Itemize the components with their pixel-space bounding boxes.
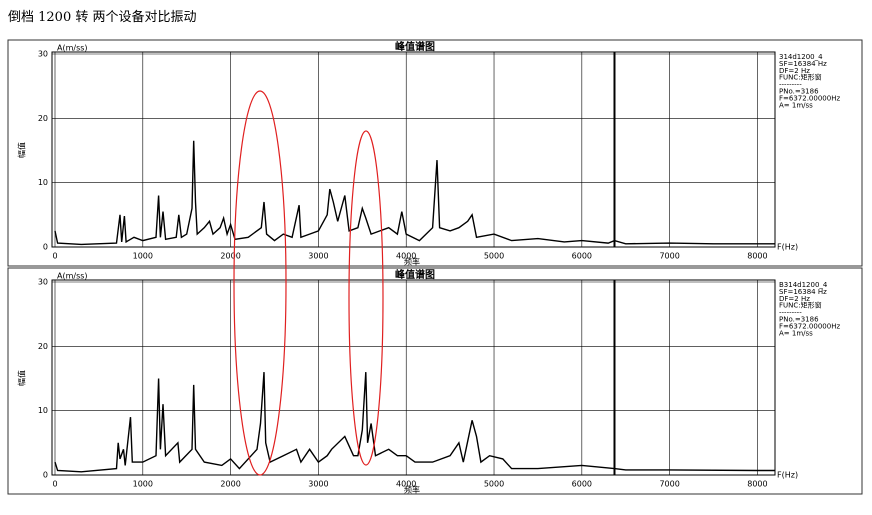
info-text: --------- bbox=[779, 81, 802, 89]
info-text: 314d1200_4 bbox=[779, 53, 823, 61]
x-unit: F(Hz) bbox=[777, 243, 798, 252]
y-tick-label: 0 bbox=[43, 471, 48, 480]
panel-frame bbox=[7, 267, 863, 495]
x-tick-label: 3000 bbox=[308, 480, 328, 489]
y-axis-label: 幅值 bbox=[17, 370, 27, 386]
x-axis-label: 频率 bbox=[404, 485, 420, 495]
y-unit: A(m/ss) bbox=[57, 272, 88, 281]
info-text: F=6372.00000Hz bbox=[779, 322, 840, 330]
x-tick-label: 2000 bbox=[220, 252, 240, 261]
panel-frame bbox=[7, 39, 863, 267]
x-tick-label: 2000 bbox=[220, 480, 240, 489]
info-text: DF=2 Hz bbox=[779, 67, 810, 75]
x-tick-label: 7000 bbox=[659, 480, 679, 489]
plot-area bbox=[51, 51, 776, 248]
y-unit: A(m/ss) bbox=[57, 44, 88, 53]
x-tick-label: 4000 bbox=[396, 252, 416, 261]
info-text: FUNC:矩形窗 bbox=[779, 73, 822, 82]
info-text: A= 1m/ss bbox=[779, 329, 813, 337]
x-tick-label: 5000 bbox=[484, 252, 504, 261]
y-axis-label: 幅值 bbox=[17, 142, 27, 158]
y-tick-label: 30 bbox=[38, 278, 48, 287]
y-tick-label: 20 bbox=[38, 114, 48, 123]
y-tick-label: 10 bbox=[38, 178, 48, 187]
heading: 倒档 1200 转 两个设备对比振动 bbox=[8, 10, 197, 25]
chart-title: 峰值谱图 bbox=[395, 40, 435, 53]
chart-title: 峰值谱图 bbox=[395, 268, 435, 281]
info-text: PNo.=3186 bbox=[779, 88, 819, 96]
info-text: PNo.=3186 bbox=[779, 316, 819, 324]
info-text: SF=16384 Hz bbox=[779, 60, 827, 68]
x-tick-label: 1000 bbox=[133, 252, 153, 261]
x-tick-label: 5000 bbox=[484, 480, 504, 489]
info-text: --------- bbox=[779, 309, 802, 317]
x-tick-label: 3000 bbox=[308, 252, 328, 261]
y-tick-label: 10 bbox=[38, 406, 48, 415]
spectrum-line bbox=[54, 372, 775, 473]
info-text: FUNC:矩形窗 bbox=[779, 301, 822, 310]
x-unit: F(Hz) bbox=[777, 471, 798, 480]
y-tick-label: 0 bbox=[43, 243, 48, 252]
x-tick-label: 8000 bbox=[747, 480, 767, 489]
y-tick-label: 30 bbox=[38, 50, 48, 59]
x-tick-label: 0 bbox=[52, 480, 57, 489]
info-text: B314d1200_4 bbox=[779, 281, 828, 289]
x-tick-label: 6000 bbox=[572, 480, 592, 489]
y-tick-label: 20 bbox=[38, 342, 48, 351]
x-tick-label: 7000 bbox=[659, 252, 679, 261]
x-tick-label: 0 bbox=[52, 252, 57, 261]
x-tick-label: 4000 bbox=[396, 480, 416, 489]
info-text: A= 1m/ss bbox=[779, 101, 813, 109]
info-text: SF=16384 Hz bbox=[779, 288, 827, 296]
spectrum-line bbox=[54, 140, 775, 246]
x-axis-label: 频率 bbox=[404, 257, 420, 267]
info-text: F=6372.00000Hz bbox=[779, 94, 840, 102]
info-text: DF=2 Hz bbox=[779, 295, 810, 303]
x-tick-label: 8000 bbox=[747, 252, 767, 261]
x-tick-label: 1000 bbox=[133, 480, 153, 489]
x-tick-label: 6000 bbox=[572, 252, 592, 261]
